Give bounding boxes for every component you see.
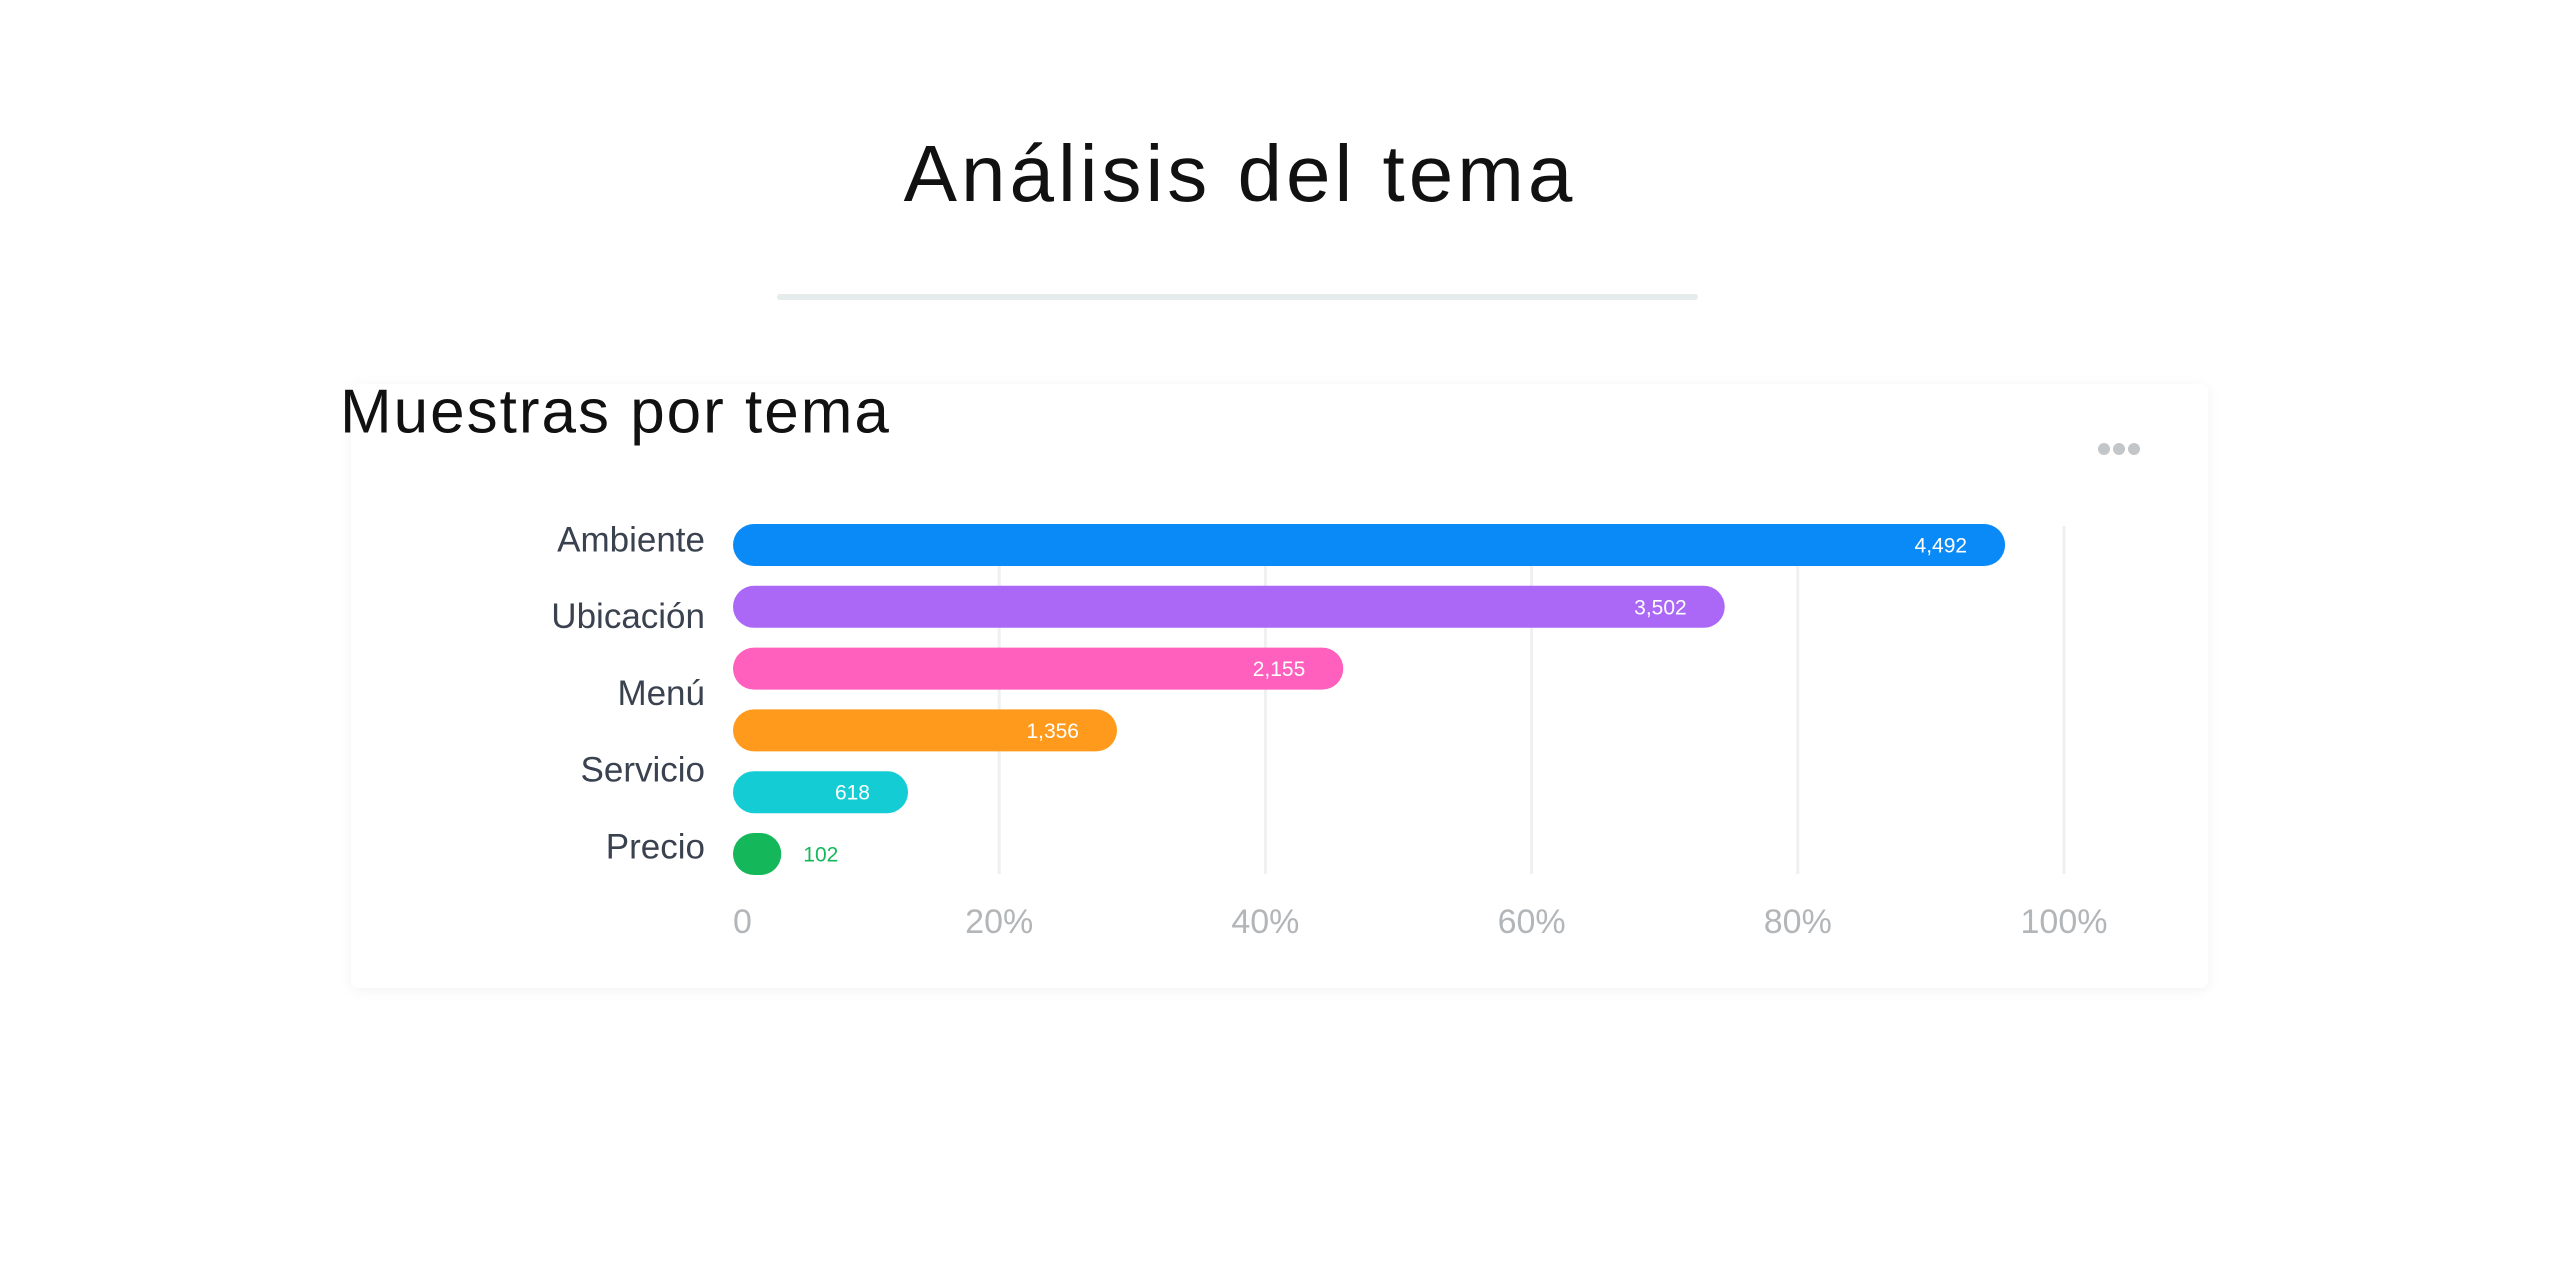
x-tick-label: 100% xyxy=(2021,903,2108,941)
bar xyxy=(733,709,1118,752)
value-label: 2,155 xyxy=(1253,658,1306,681)
value-label: 3,502 xyxy=(1634,596,1687,619)
value-label: 1,356 xyxy=(1026,720,1079,743)
x-tick-label: 60% xyxy=(1498,903,1566,941)
y-tick-label: Ambiente xyxy=(557,520,705,559)
bar xyxy=(733,585,1725,628)
x-tick-label: 0 xyxy=(733,903,752,941)
dot xyxy=(2098,443,2110,455)
dot xyxy=(2113,443,2125,455)
y-tick-label: Menú xyxy=(617,674,705,713)
bar xyxy=(733,771,909,814)
bar xyxy=(733,524,2006,566)
more-menu[interactable] xyxy=(2098,443,2140,455)
x-tick-label: 40% xyxy=(1231,903,1299,941)
value-label: 102 xyxy=(803,844,838,867)
y-tick-label: Precio xyxy=(606,827,705,866)
page-title: Análisis del tema xyxy=(904,129,1577,218)
y-tick-label: Ubicación xyxy=(551,597,705,636)
value-label: 618 xyxy=(835,782,870,805)
y-tick-label: Servicio xyxy=(581,751,705,790)
chart-title: Muestras por tema xyxy=(340,377,891,446)
value-label: 4,492 xyxy=(1915,535,1968,558)
divider xyxy=(777,294,1698,300)
bar xyxy=(733,833,782,875)
x-tick-label: 20% xyxy=(965,903,1033,941)
bar xyxy=(733,647,1344,690)
dot xyxy=(2128,443,2140,455)
x-tick-label: 80% xyxy=(1764,903,1832,941)
